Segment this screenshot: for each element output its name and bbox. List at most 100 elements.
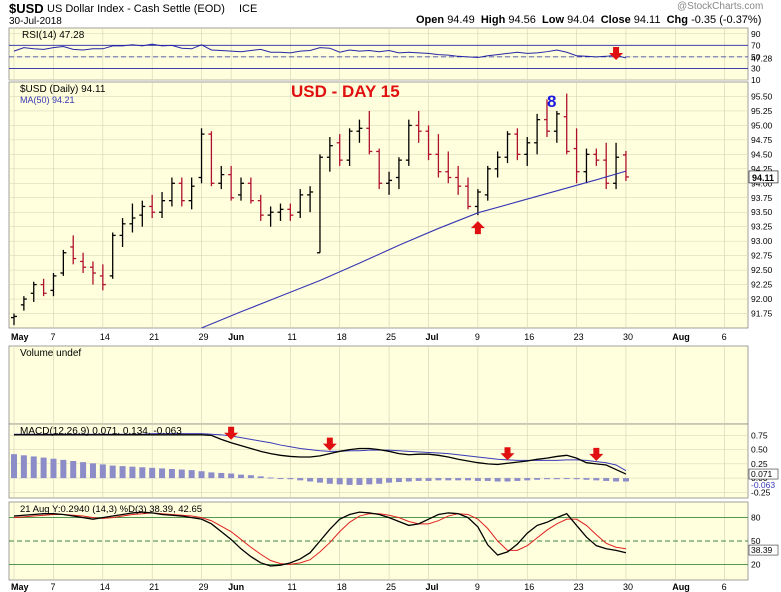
price-tick-label: 92.50	[751, 265, 773, 275]
macd-hist-bar	[11, 454, 17, 479]
x-tick-label-bottom: 9	[475, 582, 480, 592]
price-panel	[8, 81, 749, 329]
price-bar	[386, 171, 393, 195]
price-bar	[198, 128, 205, 184]
price-legend: $USD (Daily) 94.11	[20, 84, 106, 95]
price-bar	[425, 125, 432, 161]
macd-hist-bar	[168, 468, 175, 479]
x-tick-label-bottom: 11	[287, 582, 296, 592]
price-bar	[573, 128, 580, 184]
macd-arrow	[322, 437, 337, 451]
macd-hist-bar	[553, 478, 560, 480]
price-tick-label: 93.25	[751, 222, 773, 232]
macd-hist-bar	[247, 475, 254, 479]
macd-hist-bar	[178, 469, 185, 479]
macd-hist-bar	[40, 457, 47, 479]
x-tick-label: 11	[287, 332, 296, 342]
price-bar	[593, 148, 600, 166]
price-bar	[563, 93, 570, 155]
x-tick-label-bottom: 21	[149, 582, 159, 592]
macd-hist-bar	[386, 478, 393, 483]
price-bar	[218, 165, 225, 190]
symbol: $USD	[9, 1, 44, 16]
price-tick-label: 94.00	[751, 178, 773, 188]
x-tick-label-bottom: May	[11, 582, 29, 592]
macd-hist-bar	[267, 477, 274, 479]
chart-date: 30-Jul-2018	[9, 16, 62, 27]
x-tick-label: May	[11, 332, 29, 342]
macd-tick-label: 0.75	[751, 430, 768, 440]
macd-hist-bar	[534, 478, 541, 480]
x-tick-label: 18	[337, 332, 347, 342]
price-bar	[376, 148, 383, 190]
price-bar	[178, 177, 185, 207]
x-tick-label: Jul	[426, 332, 439, 342]
price-bar	[20, 296, 27, 311]
x-tick-label: 7	[50, 332, 55, 342]
price-bar	[50, 273, 57, 297]
macd-hist-value-label: -0.063	[751, 480, 775, 490]
macd-hist-bar	[425, 478, 432, 481]
price-bar	[228, 165, 235, 201]
stoch-value-box	[748, 544, 779, 556]
stoch-value-label: 38.39	[751, 545, 773, 555]
macd-hist-bar	[445, 478, 452, 481]
macd-value-box	[748, 468, 779, 480]
price-tick-label: 94.25	[751, 164, 773, 174]
price-bar	[504, 131, 511, 164]
x-tick-label: 29	[199, 332, 209, 342]
price-bar	[435, 134, 442, 178]
price-bar	[336, 134, 343, 166]
macd-hist-bar	[238, 474, 245, 479]
macd-hist-bar	[494, 478, 501, 482]
price-bar	[405, 119, 412, 166]
x-tick-label-bottom: 16	[524, 582, 534, 592]
price-bar	[119, 218, 126, 247]
macd-layer	[11, 426, 629, 485]
macd-hist-bar	[465, 478, 472, 481]
macd-hist-bar	[89, 463, 96, 479]
price-bar	[326, 136, 333, 172]
x-tick-label: 6	[722, 332, 727, 342]
price-bar	[465, 177, 472, 210]
price-bar	[613, 142, 620, 190]
macd-hist-bar	[563, 478, 570, 480]
watermark: @StockCharts.com	[677, 1, 764, 12]
price-bar	[455, 165, 462, 195]
price-bar	[494, 151, 501, 178]
x-tick-label-bottom: 7	[50, 582, 55, 592]
price-bar	[139, 200, 146, 227]
rsi-line	[13, 43, 627, 59]
macd-hist-bar	[484, 478, 491, 481]
x-tick-label: 25	[386, 332, 396, 342]
price-bar	[267, 206, 274, 227]
price-bar	[89, 261, 96, 285]
macd-tick-label: 0.50	[751, 445, 768, 455]
price-bar	[307, 186, 314, 213]
stoch-d-line	[13, 512, 627, 565]
price-tick-label: 94.75	[751, 135, 773, 145]
wave-label: 8	[547, 92, 556, 111]
price-tick-label: 92.25	[751, 280, 773, 290]
price-up-arrow	[470, 221, 485, 235]
x-tick-label-bottom: 29	[199, 582, 209, 592]
price-bar	[208, 131, 215, 187]
exchange: ICE	[239, 3, 258, 15]
price-bar	[474, 189, 481, 216]
x-tick-label: 30	[623, 332, 633, 342]
rsi-arrow	[609, 47, 624, 60]
macd-hist-bar	[376, 478, 383, 484]
index-name: US Dollar Index - Cash Settle (EOD)	[47, 3, 225, 15]
rsi-legend: RSI(14) 47.28	[22, 30, 85, 41]
price-tick-label: 92.00	[751, 294, 773, 304]
macd-hist-bar	[346, 478, 353, 485]
macd-hist-bar	[366, 478, 373, 485]
x-tick-label-bottom: 14	[100, 582, 110, 592]
stoch-tick-label: 80	[751, 513, 761, 523]
price-bar	[188, 177, 195, 210]
x-tick-label-bottom: Jun	[228, 582, 244, 592]
x-tick-label-bottom: Aug	[672, 582, 690, 592]
macd-value-label: 0.071	[751, 469, 773, 479]
macd-hist-bar	[593, 478, 600, 481]
